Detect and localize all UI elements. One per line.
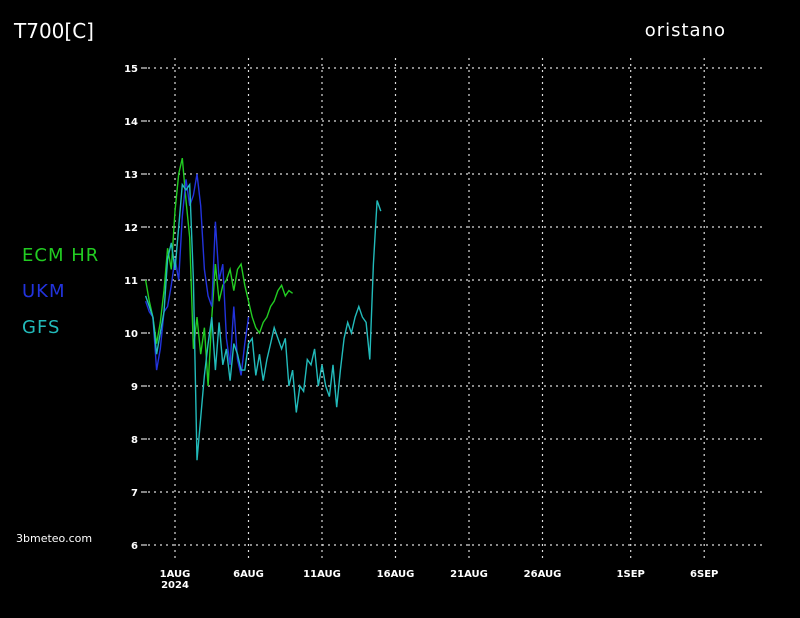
x-tick-label: 6AUG [233, 569, 264, 580]
y-tick-label: 6 [131, 541, 138, 552]
watermark: 3bmeteo.com [16, 532, 92, 545]
x-tick-label: 21AUG [450, 569, 488, 580]
legend-label: GFS [22, 317, 60, 338]
series-line [144, 173, 250, 376]
x-tick-label: 6SEP [690, 569, 718, 580]
location: oristano [645, 20, 726, 41]
y-tick-label: 13 [124, 170, 138, 181]
chart-title: T700[C] [13, 19, 94, 43]
series-line [144, 182, 382, 461]
x-tick-label: 11AUG [303, 569, 341, 580]
y-tick-label: 7 [131, 488, 138, 499]
y-tick-label: 14 [124, 117, 138, 128]
y-tick-label: 8 [131, 435, 138, 446]
y-tick-label: 15 [124, 64, 138, 75]
x-tick-label: 1AUG [160, 569, 191, 580]
y-tick-label: 10 [124, 329, 138, 340]
y-tick-label: 12 [124, 223, 138, 234]
x-tick-label: 16AUG [377, 569, 415, 580]
series-line [144, 157, 294, 387]
y-tick-label: 9 [131, 382, 138, 393]
year-label: 2024 [161, 580, 189, 591]
legend-label: ECM HR [22, 245, 99, 266]
legend-label: UKM [22, 281, 66, 302]
y-tick-label: 11 [124, 276, 138, 287]
x-tick-label: 26AUG [524, 569, 562, 580]
x-tick-label: 1SEP [617, 569, 645, 580]
